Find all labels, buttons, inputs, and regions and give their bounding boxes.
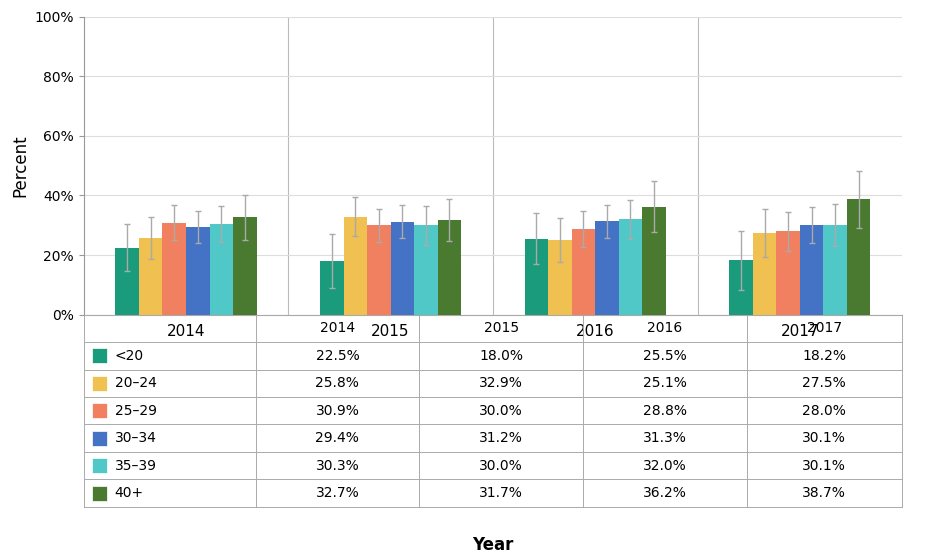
Text: 25.5%: 25.5%: [643, 349, 686, 363]
Text: 30–34: 30–34: [114, 431, 156, 445]
Text: 32.7%: 32.7%: [315, 486, 359, 500]
Text: 20–24: 20–24: [114, 377, 156, 390]
Text: 18.2%: 18.2%: [803, 349, 846, 363]
Text: 30.0%: 30.0%: [479, 404, 523, 418]
Bar: [92, 486, 107, 501]
Bar: [847, 199, 870, 315]
Text: 27.5%: 27.5%: [803, 377, 846, 390]
Bar: [643, 207, 666, 315]
Bar: [823, 225, 847, 315]
Text: 40+: 40+: [114, 486, 144, 500]
Bar: [92, 376, 107, 391]
Text: 31.2%: 31.2%: [479, 431, 523, 445]
Bar: [233, 217, 257, 315]
Text: 30.0%: 30.0%: [479, 458, 523, 473]
Bar: [163, 223, 186, 315]
Text: 30.3%: 30.3%: [315, 458, 359, 473]
Bar: [186, 227, 209, 315]
Bar: [139, 238, 163, 315]
Text: 18.0%: 18.0%: [479, 349, 523, 363]
Bar: [320, 261, 343, 315]
Bar: [115, 248, 139, 315]
Bar: [800, 225, 823, 315]
Bar: [391, 222, 414, 315]
Text: 25.8%: 25.8%: [315, 377, 359, 390]
Bar: [92, 403, 107, 418]
Bar: [572, 229, 595, 315]
Bar: [729, 261, 752, 315]
Bar: [752, 233, 777, 315]
Text: 30.1%: 30.1%: [803, 458, 846, 473]
Text: 31.3%: 31.3%: [643, 431, 686, 445]
Bar: [92, 348, 107, 363]
Text: 32.9%: 32.9%: [479, 377, 523, 390]
Bar: [548, 240, 572, 315]
Text: 22.5%: 22.5%: [315, 349, 359, 363]
Text: 38.7%: 38.7%: [803, 486, 846, 500]
Bar: [525, 239, 548, 315]
Text: 36.2%: 36.2%: [643, 486, 686, 500]
Text: 30.1%: 30.1%: [803, 431, 846, 445]
Text: 25.1%: 25.1%: [643, 377, 686, 390]
Text: 2015: 2015: [484, 321, 519, 335]
Text: <20: <20: [114, 349, 144, 363]
Bar: [92, 458, 107, 473]
Bar: [92, 431, 107, 446]
Text: 30.9%: 30.9%: [315, 404, 359, 418]
Text: 2017: 2017: [807, 321, 842, 335]
Y-axis label: Percent: Percent: [11, 134, 29, 197]
Text: 25–29: 25–29: [114, 404, 157, 418]
Bar: [618, 219, 643, 315]
Text: 2014: 2014: [320, 321, 355, 335]
Bar: [367, 225, 391, 315]
Bar: [595, 221, 618, 315]
Text: 35–39: 35–39: [114, 458, 157, 473]
Bar: [777, 231, 800, 315]
Text: 31.7%: 31.7%: [479, 486, 523, 500]
Bar: [209, 224, 233, 315]
Text: 2016: 2016: [647, 321, 683, 335]
Bar: [343, 217, 367, 315]
Bar: [438, 220, 461, 315]
Bar: [414, 225, 438, 315]
Text: 28.8%: 28.8%: [643, 404, 686, 418]
Text: 29.4%: 29.4%: [315, 431, 359, 445]
Text: 32.0%: 32.0%: [643, 458, 686, 473]
Text: Year: Year: [472, 536, 513, 554]
Text: 28.0%: 28.0%: [803, 404, 846, 418]
